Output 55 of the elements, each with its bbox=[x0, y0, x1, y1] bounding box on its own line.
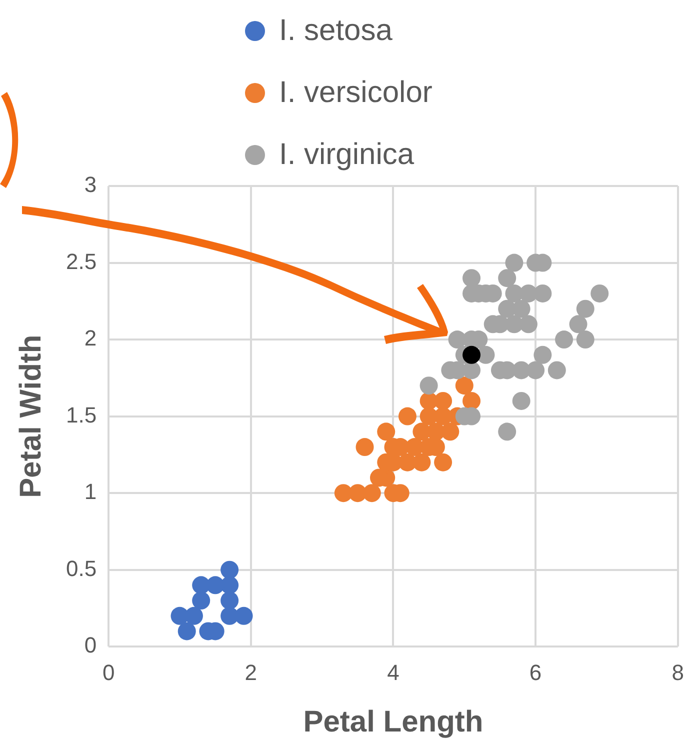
y-tick-label: 2.5 bbox=[66, 248, 97, 274]
x-tick-label: 4 bbox=[387, 660, 400, 685]
legend-label: I. setosa bbox=[279, 14, 392, 48]
y-axis-title: Petal Width bbox=[14, 334, 48, 498]
point bbox=[576, 300, 594, 318]
point bbox=[234, 606, 253, 625]
point bbox=[434, 453, 452, 472]
point bbox=[548, 361, 566, 380]
point bbox=[170, 606, 189, 625]
point bbox=[534, 346, 552, 364]
point bbox=[377, 422, 396, 441]
y-tick-label: 3 bbox=[84, 172, 97, 198]
y-tick-label: 0.5 bbox=[66, 556, 97, 581]
point bbox=[569, 315, 588, 334]
point bbox=[448, 330, 466, 349]
point bbox=[526, 361, 545, 380]
point bbox=[590, 284, 609, 302]
point bbox=[462, 269, 481, 288]
y-tick-label: 1 bbox=[84, 479, 97, 504]
y-tick-label: 0 bbox=[84, 632, 97, 658]
point bbox=[498, 422, 516, 441]
point bbox=[519, 284, 538, 302]
point bbox=[498, 269, 516, 288]
x-tick-label: 6 bbox=[529, 660, 542, 685]
point bbox=[434, 407, 452, 426]
point bbox=[455, 376, 474, 395]
point bbox=[576, 330, 594, 349]
legend-label: I. virginica bbox=[279, 138, 414, 172]
point bbox=[462, 361, 481, 380]
point bbox=[178, 622, 196, 640]
point bbox=[505, 254, 524, 272]
point bbox=[462, 346, 481, 364]
point bbox=[362, 484, 381, 502]
x-tick-label: 0 bbox=[102, 660, 115, 685]
point bbox=[220, 592, 239, 610]
point bbox=[462, 392, 481, 410]
x-tick-label: 2 bbox=[244, 660, 258, 685]
point bbox=[420, 376, 438, 395]
point bbox=[398, 453, 416, 472]
point bbox=[426, 422, 445, 441]
x-axis-title: Petal Length bbox=[303, 705, 484, 738]
point bbox=[192, 576, 210, 594]
y-tick-label: 2 bbox=[84, 326, 97, 351]
legend-label: I. versicolor bbox=[279, 76, 432, 110]
point bbox=[356, 438, 374, 456]
x-tick-label: 8 bbox=[672, 660, 684, 685]
point bbox=[420, 392, 438, 410]
point bbox=[220, 560, 239, 579]
point bbox=[498, 300, 516, 318]
point bbox=[398, 407, 416, 426]
point bbox=[192, 592, 210, 610]
point bbox=[505, 315, 524, 334]
point bbox=[555, 330, 574, 349]
y-tick-label: 1.5 bbox=[66, 402, 97, 428]
point bbox=[512, 392, 530, 410]
